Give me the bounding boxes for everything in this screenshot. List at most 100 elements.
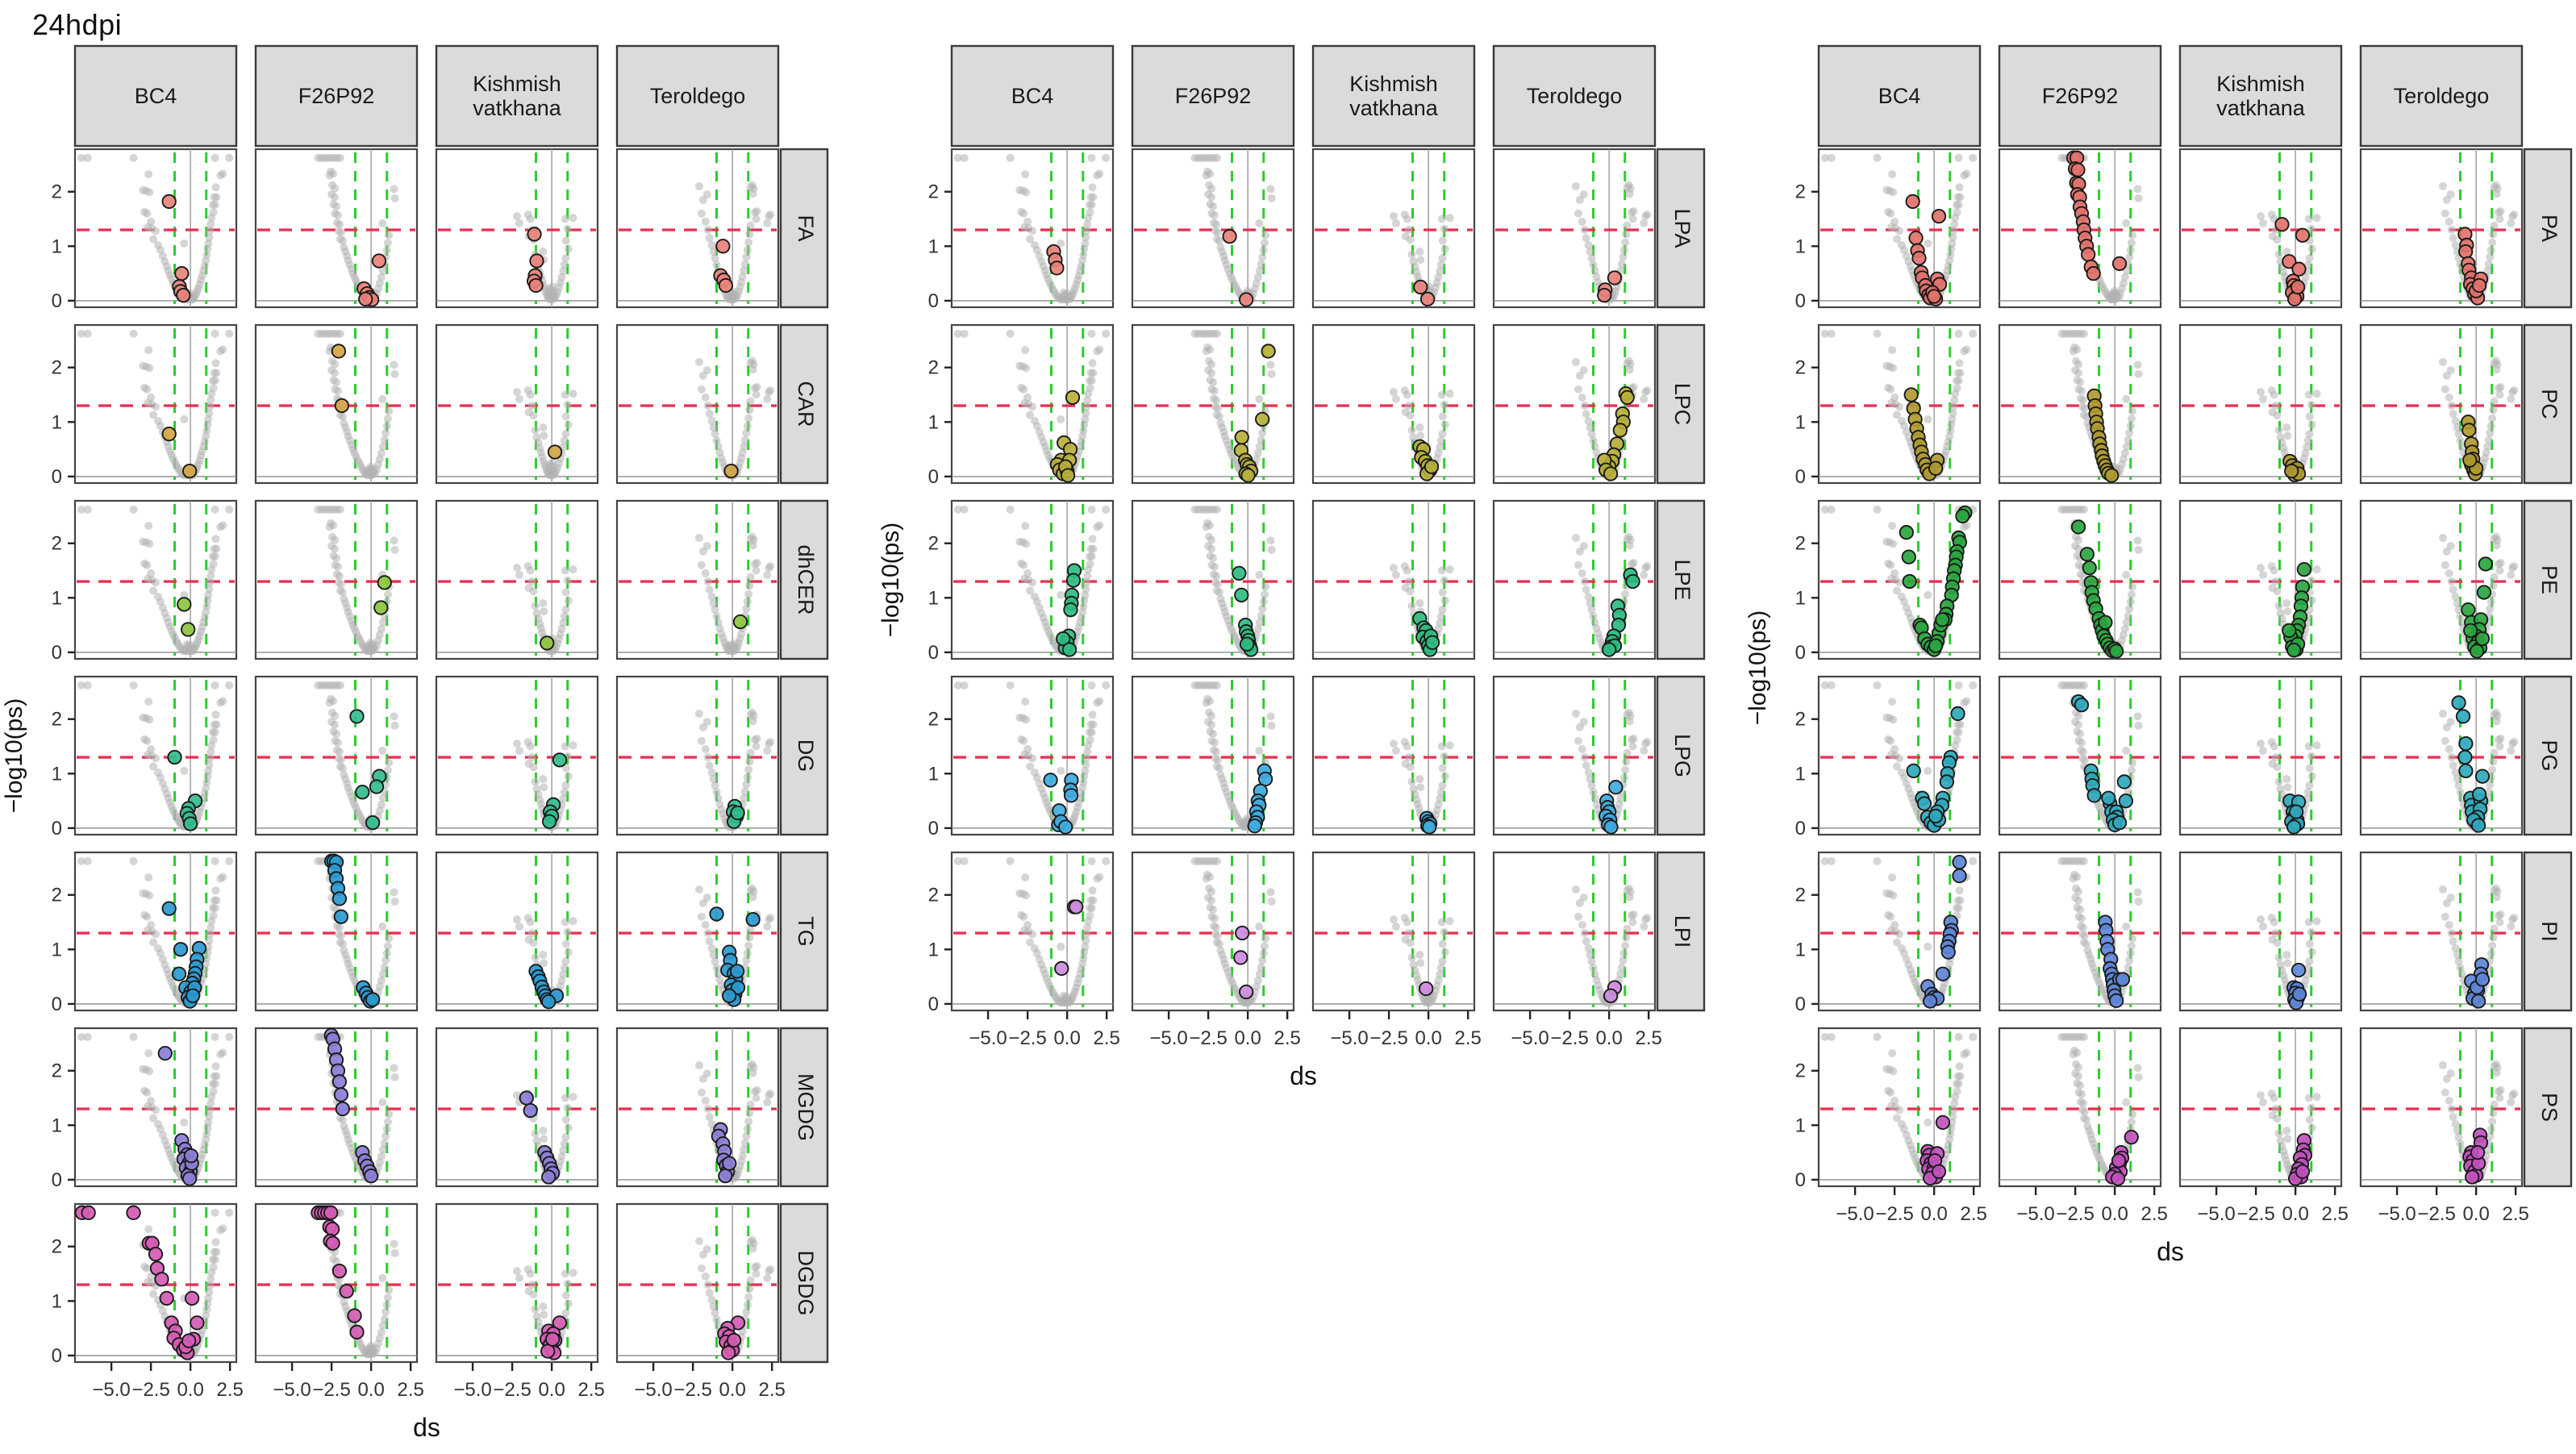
facet-strip-label-PC: PC bbox=[2537, 389, 2561, 419]
data-point-PC bbox=[2284, 463, 2299, 479]
data-point-dhCER bbox=[181, 622, 196, 637]
y-tick-label: 0 bbox=[928, 290, 939, 312]
cell-LPI-BC4 bbox=[950, 851, 1115, 1012]
cell-PI-Teroldego bbox=[2359, 851, 2524, 1012]
data-point-PS bbox=[2465, 1169, 2480, 1185]
data-point-PC bbox=[1928, 460, 1944, 476]
data-point-DGDG bbox=[325, 1235, 340, 1251]
cell-LPG-KV bbox=[1311, 675, 1476, 836]
data-point-dhCER bbox=[732, 614, 748, 630]
data-point-LPA bbox=[1049, 260, 1065, 276]
x-tick-label: 0.0 bbox=[1415, 1027, 1441, 1049]
data-point-PE bbox=[1902, 573, 1917, 590]
data-point-PC bbox=[2461, 423, 2477, 438]
facet-strip-label-PI: PI bbox=[2537, 921, 2561, 942]
cell-FA-KV bbox=[435, 148, 599, 309]
facet-strip-label-LPI: LPI bbox=[1670, 915, 1694, 948]
x-tick-label: 2.5 bbox=[2321, 1203, 2348, 1225]
y-tick-label: 0 bbox=[928, 642, 939, 664]
data-point-LPC bbox=[1240, 468, 1256, 483]
data-point-LPE bbox=[1061, 642, 1078, 657]
data-point-PG bbox=[2474, 769, 2491, 784]
data-point-LPG bbox=[1247, 819, 1262, 834]
cell-DGDG-BC4 bbox=[73, 1202, 238, 1364]
cell-DGDG-KV bbox=[435, 1202, 599, 1364]
data-point-CAR bbox=[723, 463, 739, 479]
y-tick-label: 0 bbox=[1795, 994, 1806, 1015]
data-point-LPG bbox=[1603, 819, 1619, 835]
facet-strip-label-MGDG: MGDG bbox=[794, 1073, 818, 1141]
cell-LPC-Teroldego bbox=[1492, 323, 1657, 485]
y-tick-label: 1 bbox=[1795, 411, 1806, 433]
y-tick-label: 0 bbox=[928, 466, 939, 488]
y-tick-label: 0 bbox=[928, 818, 939, 839]
facet-strip-label-DGDG: DGDG bbox=[794, 1251, 818, 1316]
facet-header-label-BC4: BC4 bbox=[135, 84, 177, 108]
cell-LPE-F26P92 bbox=[1131, 499, 1295, 660]
cell-PS-Teroldego bbox=[2359, 1027, 2524, 1188]
y-tick-label: 1 bbox=[52, 1114, 62, 1136]
x-tick-label: −5.0 bbox=[92, 1379, 130, 1401]
x-tick-label: −2.5 bbox=[131, 1379, 169, 1401]
x-tick-label: −5.0 bbox=[1836, 1203, 1874, 1225]
y-tick-label: 2 bbox=[1795, 885, 1806, 906]
y-tick-label: 0 bbox=[1795, 466, 1806, 488]
panel-right: BC4 F26P92 Kishmish vatkhana Teroldego PA 0 1 2 P… bbox=[1744, 44, 2573, 1266]
cell-DG-Teroldego bbox=[615, 675, 780, 836]
facet-strip-PE bbox=[2523, 499, 2573, 660]
data-point-PC bbox=[1903, 387, 1919, 402]
cell-DG-BC4 bbox=[73, 675, 238, 836]
data-point-PE bbox=[2082, 560, 2097, 576]
data-point-LPI bbox=[1419, 981, 1434, 997]
data-point-PG bbox=[2086, 788, 2102, 803]
data-point-TG bbox=[745, 911, 761, 927]
facet-strip-LPA bbox=[1656, 148, 1706, 309]
y-tick-label: 1 bbox=[52, 763, 62, 785]
x-tick-label: 2.5 bbox=[2140, 1203, 2167, 1225]
data-point-PE bbox=[2282, 623, 2297, 639]
data-point-PG bbox=[2458, 763, 2474, 779]
data-point-DGDG bbox=[726, 1332, 742, 1348]
x-tick-label: −5.0 bbox=[2016, 1203, 2054, 1225]
data-point-DGDG bbox=[339, 1283, 354, 1299]
data-point-PE bbox=[2098, 615, 2113, 630]
cell-PC-BC4 bbox=[1817, 323, 1982, 485]
data-point-PE bbox=[2463, 623, 2478, 639]
y-tick-label: 0 bbox=[52, 1169, 62, 1191]
data-point-PE bbox=[2108, 644, 2124, 659]
cell-PI-BC4 bbox=[1817, 851, 1982, 1012]
cell-PE-BC4 bbox=[1817, 499, 1982, 660]
data-point-LPC bbox=[1065, 390, 1081, 406]
data-point-LPA bbox=[1607, 270, 1623, 285]
y-tick-label: 0 bbox=[52, 994, 62, 1015]
cell-FA-BC4 bbox=[73, 148, 238, 309]
facet-strip-label-CAR: CAR bbox=[794, 381, 818, 427]
data-point-FA bbox=[715, 239, 731, 254]
data-point-LPA bbox=[1597, 287, 1612, 303]
x-tick-label: 2.5 bbox=[1960, 1203, 1986, 1225]
data-point-PG bbox=[2116, 774, 2132, 789]
data-point-FA bbox=[528, 277, 544, 294]
data-point-LPC bbox=[1234, 430, 1249, 445]
cell-PI-KV bbox=[2178, 851, 2343, 1012]
data-point-PI bbox=[1952, 855, 1967, 870]
facet-strip-label-PE: PE bbox=[2537, 565, 2561, 594]
data-point-PA bbox=[2081, 247, 2096, 262]
cell-PG-Teroldego bbox=[2359, 675, 2524, 836]
data-point-PA bbox=[2295, 227, 2311, 243]
cell-PG-BC4 bbox=[1817, 675, 1982, 836]
data-point-DGDG bbox=[347, 1308, 362, 1323]
data-point-CAR bbox=[161, 427, 177, 442]
facet-header-KV bbox=[1311, 44, 1476, 148]
data-point-LPE bbox=[1234, 587, 1249, 603]
panel-middle: BC4 F26P92 Kishmish vatkhana Teroldego LPA 0 1 2… bbox=[877, 44, 1706, 1090]
cell-PG-F26P92 bbox=[1998, 675, 2162, 836]
cell-MGDG-BC4 bbox=[73, 1027, 238, 1188]
y-tick-label: 2 bbox=[1795, 533, 1806, 555]
cell-LPE-BC4 bbox=[950, 499, 1115, 660]
cell-LPG-BC4 bbox=[950, 675, 1115, 836]
cell-dhCER-Teroldego bbox=[615, 499, 780, 660]
cell-TG-BC4 bbox=[73, 851, 238, 1012]
data-point-DG bbox=[369, 779, 385, 794]
y-tick-label: 1 bbox=[1795, 939, 1806, 960]
